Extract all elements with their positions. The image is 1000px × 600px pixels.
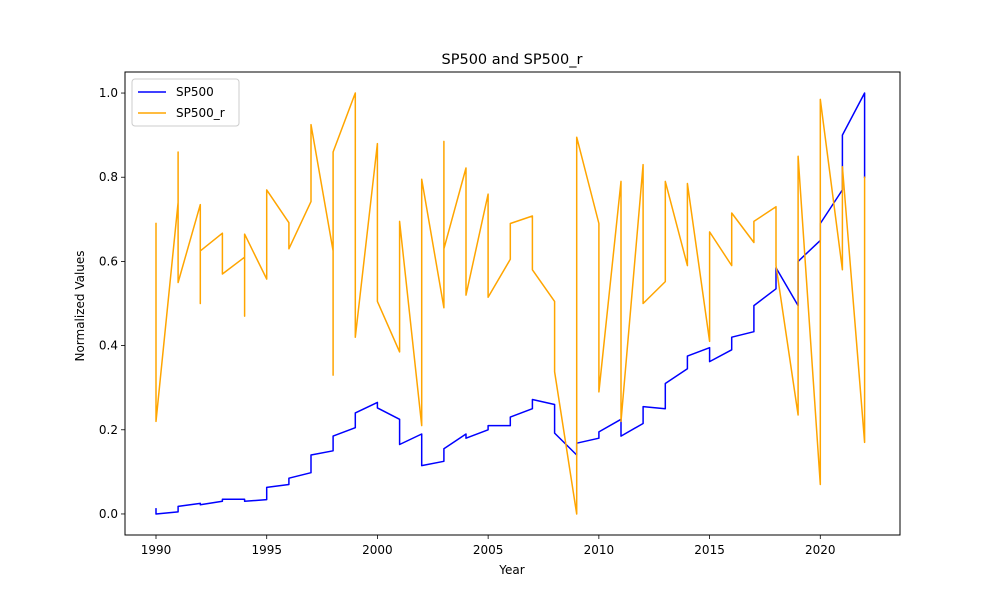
y-tick-label: 0.8 (99, 170, 118, 184)
x-tick-label: 2015 (694, 543, 725, 557)
y-tick-label: 0.2 (99, 423, 118, 437)
legend: SP500 SP500_r (131, 78, 240, 127)
y-tick-label: 1.0 (99, 86, 118, 100)
series-line-sp500 (155, 92, 866, 515)
x-tick-label: 2010 (584, 543, 615, 557)
legend-box (131, 78, 240, 127)
x-tick-label: 1990 (141, 543, 172, 557)
chart-title: SP500 and SP500_r (442, 52, 583, 68)
y-tick-label: 0.4 (99, 339, 118, 353)
plot-frame (124, 71, 901, 536)
x-tick-label: 1995 (251, 543, 282, 557)
x-axis-label: Year (498, 563, 524, 577)
x-tick-label: 2020 (805, 543, 836, 557)
y-tick-label: 0.6 (99, 254, 118, 268)
x-tick-label: 2005 (473, 543, 504, 557)
legend-label-sp500-r: SP500_r (176, 106, 225, 120)
y-tick-label: 0.0 (99, 507, 118, 521)
x-tick-label: 2000 (362, 543, 393, 557)
series-line-sp500-r (155, 92, 866, 515)
series-layer (155, 92, 866, 515)
legend-label-sp500: SP500 (176, 85, 214, 99)
axes-layer: 1990 1995 2000 2005 2010 2015 2020 0.0 0.2 0.4 0.6… (99, 71, 901, 557)
y-axis-label: Normalized Values (73, 250, 87, 361)
